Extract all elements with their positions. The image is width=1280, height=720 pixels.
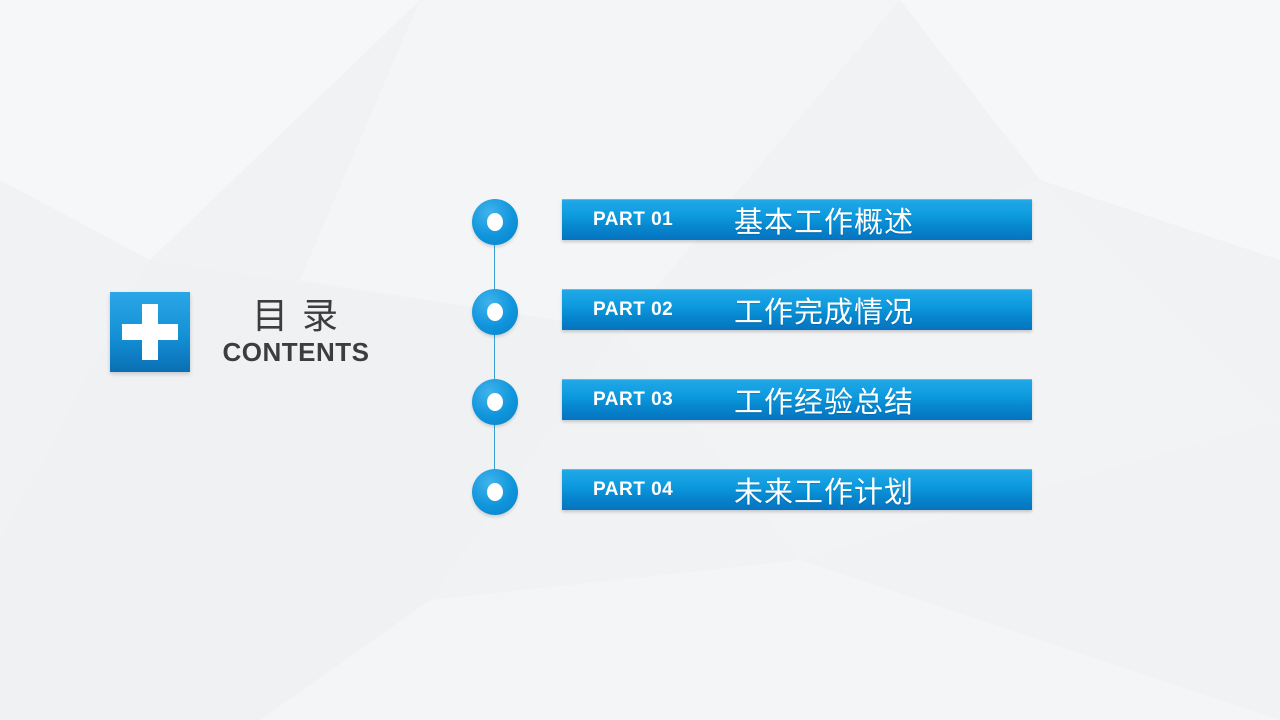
toc-item-part-03[interactable]: PART 03 工作经验总结	[562, 379, 1032, 420]
toc-item-part-02[interactable]: PART 02 工作完成情况	[562, 289, 1032, 330]
timeline-marker-2	[472, 289, 518, 335]
page-title: 目 录	[251, 295, 340, 336]
part-label: PART 01	[593, 208, 674, 230]
page-subtitle: CONTENTS	[222, 337, 370, 367]
toc-header: 目 录 CONTENTS	[218, 294, 374, 365]
toc-item-part-04[interactable]: PART 04 未来工作计划	[562, 469, 1032, 510]
toc-item-part-01[interactable]: PART 01 基本工作概述	[562, 199, 1032, 240]
part-title: 工作完成情况	[734, 296, 915, 329]
plus-icon-vertical-bar	[142, 304, 158, 360]
part-title: 未来工作计划	[734, 476, 915, 509]
timeline-marker-1	[472, 199, 518, 245]
part-title: 基本工作概述	[734, 206, 915, 239]
plus-icon	[110, 292, 190, 372]
timeline-marker-3	[472, 379, 518, 425]
marker-dot	[487, 483, 503, 501]
marker-dot	[487, 393, 503, 411]
part-label: PART 02	[593, 298, 674, 320]
timeline-line	[494, 222, 495, 492]
marker-dot	[487, 303, 503, 321]
part-label: PART 03	[593, 388, 674, 410]
timeline-marker-4	[472, 469, 518, 515]
part-title: 工作经验总结	[734, 386, 915, 419]
marker-dot	[487, 213, 503, 231]
part-label: PART 04	[593, 478, 674, 500]
